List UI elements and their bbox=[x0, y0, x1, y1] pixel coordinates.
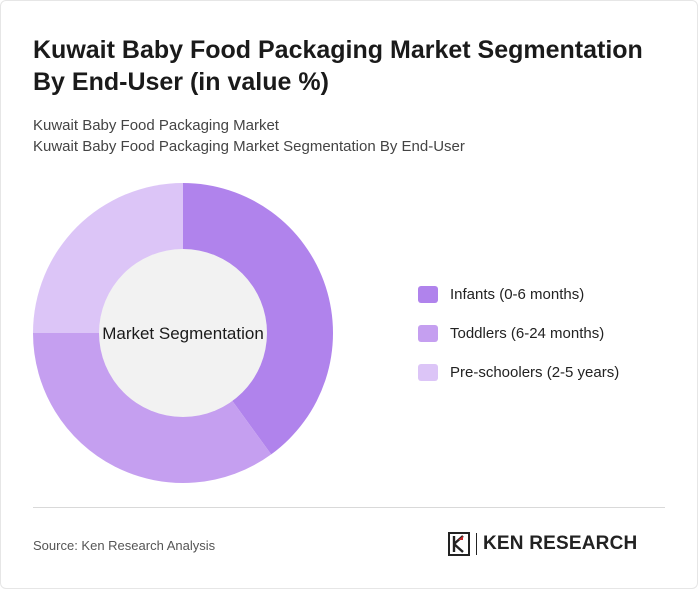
subtitle-line-2: Kuwait Baby Food Packaging Market Segmen… bbox=[33, 138, 465, 155]
logo-wordmark: KEN RESEARCH bbox=[483, 533, 638, 554]
donut-chart: Market Segmentation bbox=[33, 183, 333, 483]
legend-swatch bbox=[418, 324, 438, 342]
subtitle-line-1: Kuwait Baby Food Packaging Market bbox=[33, 117, 279, 134]
footer-divider bbox=[33, 507, 665, 508]
legend-swatch bbox=[418, 285, 438, 303]
chart-legend: Infants (0-6 months) Toddlers (6-24 mont… bbox=[418, 284, 619, 401]
legend-item-preschoolers: Pre-schoolers (2-5 years) bbox=[418, 362, 619, 382]
center-label: Market Segmentation bbox=[102, 324, 264, 343]
legend-label: Toddlers (6-24 months) bbox=[450, 324, 605, 342]
source-note: Source: Ken Research Analysis bbox=[33, 538, 216, 553]
chart-subtitle: Kuwait Baby Food Packaging Market Kuwait… bbox=[33, 115, 465, 157]
legend-swatch bbox=[418, 363, 438, 381]
logo-separator bbox=[476, 533, 477, 555]
ken-research-logo-icon bbox=[448, 532, 470, 556]
legend-item-infants: Infants (0-6 months) bbox=[418, 284, 619, 304]
legend-item-toddlers: Toddlers (6-24 months) bbox=[418, 323, 619, 343]
donut-hole bbox=[99, 249, 267, 417]
chart-title: Kuwait Baby Food Packaging Market Segmen… bbox=[33, 36, 643, 96]
legend-label: Infants (0-6 months) bbox=[450, 285, 585, 303]
legend-label: Pre-schoolers (2-5 years) bbox=[450, 363, 620, 381]
ken-research-logo: KEN RESEARCH bbox=[448, 532, 637, 556]
